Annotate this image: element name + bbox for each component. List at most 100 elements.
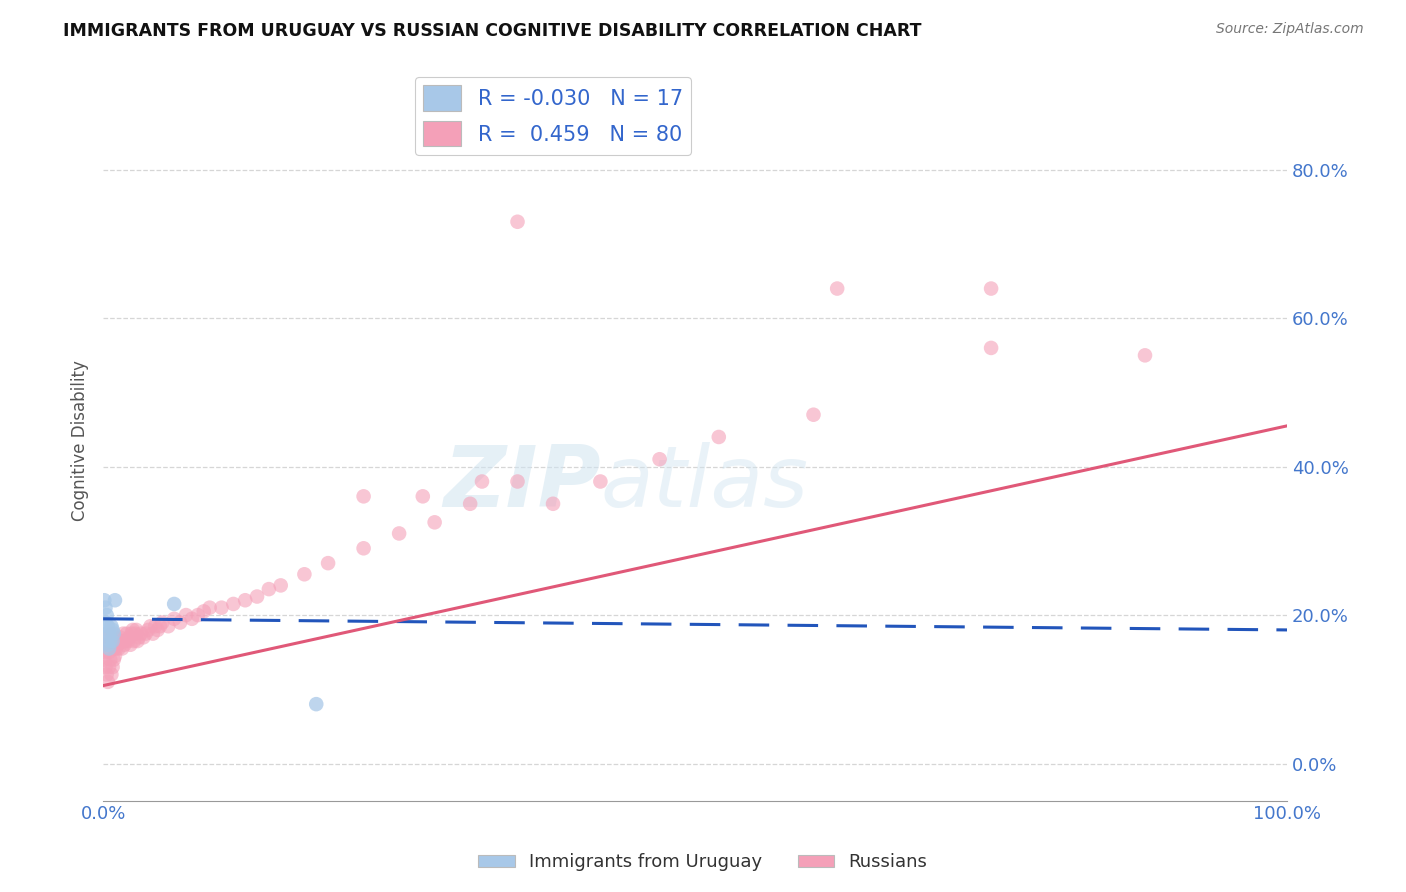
Point: [198, 600, 221, 615]
Point: [270, 578, 292, 592]
Point: [980, 281, 1002, 295]
Legend: R = -0.030   N = 17, R =  0.459   N = 80: R = -0.030 N = 17, R = 0.459 N = 80: [415, 77, 690, 154]
Point: [181, 612, 204, 626]
Point: [648, 452, 671, 467]
Point: [100, 667, 122, 681]
Point: [103, 641, 125, 656]
Point: [169, 615, 191, 630]
Point: [139, 619, 162, 633]
Point: [111, 641, 134, 656]
Point: [211, 600, 233, 615]
Point: [103, 652, 125, 666]
Point: [101, 660, 124, 674]
Point: [163, 597, 186, 611]
Point: [98, 645, 121, 659]
Point: [980, 341, 1002, 355]
Point: [101, 634, 124, 648]
Point: [114, 634, 136, 648]
Y-axis label: Cognitive Disability: Cognitive Disability: [72, 360, 89, 521]
Point: [100, 619, 122, 633]
Point: [121, 623, 143, 637]
Point: [353, 541, 375, 556]
Point: [157, 619, 180, 633]
Point: [117, 634, 139, 648]
Point: [136, 623, 159, 637]
Point: [94, 660, 117, 674]
Point: [97, 638, 120, 652]
Point: [94, 615, 117, 630]
Point: [110, 634, 132, 648]
Text: Source: ZipAtlas.com: Source: ZipAtlas.com: [1216, 22, 1364, 37]
Point: [803, 408, 825, 422]
Text: IMMIGRANTS FROM URUGUAY VS RUSSIAN COGNITIVE DISABILITY CORRELATION CHART: IMMIGRANTS FROM URUGUAY VS RUSSIAN COGNI…: [63, 22, 922, 40]
Point: [122, 634, 145, 648]
Legend: Immigrants from Uruguay, Russians: Immigrants from Uruguay, Russians: [471, 847, 935, 879]
Point: [112, 626, 135, 640]
Point: [101, 634, 124, 648]
Point: [316, 556, 339, 570]
Point: [1133, 348, 1156, 362]
Point: [233, 593, 256, 607]
Point: [135, 626, 157, 640]
Point: [257, 582, 280, 596]
Point: [107, 641, 129, 656]
Point: [174, 608, 197, 623]
Point: [506, 215, 529, 229]
Point: [129, 626, 152, 640]
Point: [143, 619, 166, 633]
Point: [187, 608, 209, 623]
Point: [105, 641, 128, 656]
Point: [825, 281, 848, 295]
Point: [294, 567, 316, 582]
Point: [93, 652, 115, 666]
Point: [96, 667, 118, 681]
Point: [100, 626, 122, 640]
Point: [471, 475, 494, 489]
Point: [97, 674, 120, 689]
Point: [150, 615, 173, 630]
Point: [96, 638, 118, 652]
Point: [246, 590, 269, 604]
Point: [506, 475, 529, 489]
Point: [97, 619, 120, 633]
Point: [127, 634, 149, 648]
Point: [388, 526, 411, 541]
Point: [96, 626, 118, 640]
Point: [222, 597, 245, 611]
Text: atlas: atlas: [600, 442, 808, 525]
Point: [589, 475, 612, 489]
Point: [97, 631, 120, 645]
Point: [96, 608, 118, 623]
Point: [541, 497, 564, 511]
Point: [193, 604, 215, 618]
Point: [121, 626, 143, 640]
Point: [105, 638, 128, 652]
Point: [103, 626, 125, 640]
Point: [146, 623, 169, 637]
Point: [305, 697, 328, 711]
Point: [128, 631, 150, 645]
Point: [353, 489, 375, 503]
Point: [458, 497, 481, 511]
Point: [98, 638, 121, 652]
Point: [94, 600, 117, 615]
Point: [104, 631, 127, 645]
Point: [118, 631, 141, 645]
Point: [104, 648, 127, 663]
Point: [94, 645, 117, 659]
Point: [149, 619, 172, 633]
Point: [93, 593, 115, 607]
Point: [707, 430, 730, 444]
Point: [120, 638, 142, 652]
Point: [423, 516, 446, 530]
Point: [98, 660, 121, 674]
Point: [132, 631, 155, 645]
Point: [98, 652, 121, 666]
Point: [412, 489, 434, 503]
Point: [104, 593, 127, 607]
Point: [114, 638, 136, 652]
Point: [101, 623, 124, 637]
Point: [163, 612, 186, 626]
Point: [98, 626, 121, 640]
Point: [142, 626, 165, 640]
